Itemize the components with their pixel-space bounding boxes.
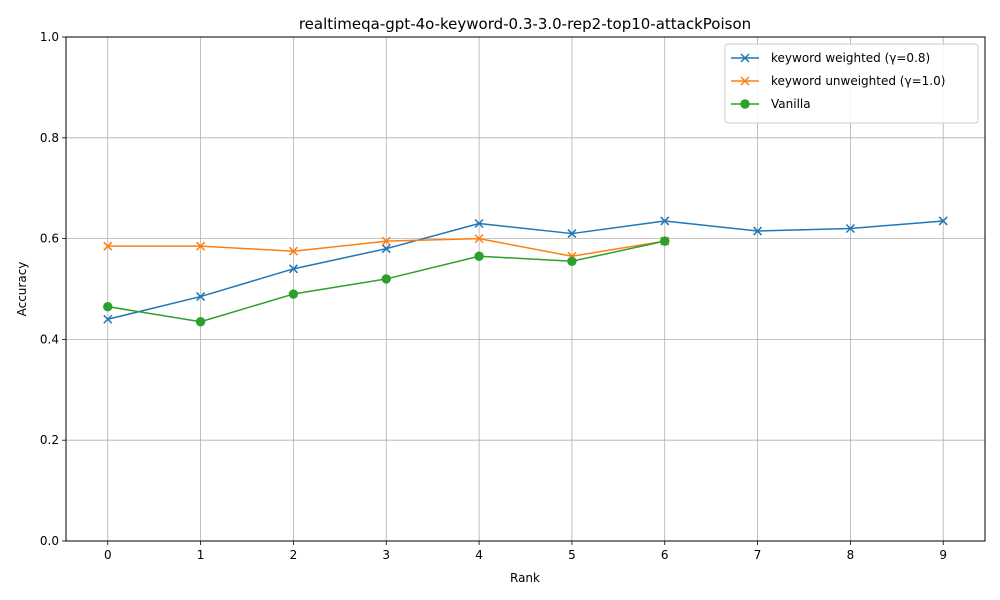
chart-title: realtimeqa-gpt-4o-keyword-0.3-3.0-rep2-t… (299, 15, 751, 33)
legend-label: keyword weighted (γ=0.8) (771, 51, 930, 65)
y-axis-label: Accuracy (15, 262, 29, 317)
legend-label: keyword unweighted (γ=1.0) (771, 74, 945, 88)
data-point (567, 256, 577, 266)
data-point (753, 226, 763, 236)
x-tick-label: 8 (847, 548, 855, 562)
plot-frame (65, 36, 986, 542)
y-tick-label: 0.8 (40, 131, 59, 145)
data-point (103, 241, 113, 251)
legend-item: keyword unweighted (γ=1.0) (731, 74, 945, 88)
data-point (474, 218, 484, 229)
x-tick-label: 9 (939, 548, 947, 562)
x-tick-label: 1 (197, 548, 205, 562)
series-line (107, 220, 944, 320)
y-tick-label: 0.2 (40, 433, 59, 447)
data-point (381, 274, 391, 284)
series-2 (103, 236, 670, 327)
legend-item: keyword weighted (γ=0.8) (731, 51, 930, 65)
x-tick-label: 2 (290, 548, 298, 562)
y-tick-label: 1.0 (40, 30, 59, 44)
data-point (381, 244, 391, 254)
data-point (381, 236, 391, 246)
data-point (938, 216, 948, 226)
data-point (288, 264, 298, 274)
data-point (474, 234, 484, 244)
data-point (195, 317, 206, 327)
legend: keyword weighted (γ=0.8) keyword unweight… (724, 43, 979, 124)
series-0 (103, 216, 948, 324)
data-point (474, 251, 484, 261)
legend-item: Vanilla (731, 97, 811, 111)
legend-marker (740, 76, 750, 86)
x-tick-label: 3 (382, 548, 390, 562)
y-tick-label: 0.6 (40, 232, 59, 246)
data-point (660, 216, 670, 226)
x-tick-label: 0 (104, 548, 112, 562)
x-tick-label: 5 (568, 548, 576, 562)
data-point (567, 229, 577, 239)
legend-label: Vanilla (771, 97, 811, 111)
x-axis-label: Rank (510, 571, 540, 585)
data-point (288, 246, 298, 256)
data-point (196, 292, 206, 302)
data-point (103, 314, 113, 324)
data-point (845, 223, 855, 234)
data-point (103, 301, 113, 312)
x-tick-label: 7 (754, 548, 762, 562)
y-tick-label: 0.4 (40, 332, 59, 346)
x-tick-label: 4 (475, 548, 483, 562)
y-tick-label: 0.0 (40, 534, 59, 548)
data-point (288, 289, 299, 299)
data-point (196, 241, 206, 251)
legend-marker (740, 99, 750, 109)
series-layer (103, 216, 948, 327)
series-1 (103, 234, 670, 261)
legend-box (724, 43, 979, 124)
legend-marker (740, 53, 750, 63)
x-tick-label: 6 (661, 548, 669, 562)
axis-ticks: 0 1 2 3 4 5 6 7 8 9 0.0 0.2 0.4 0.6 0.8 1.0 (40, 30, 947, 562)
data-point (660, 236, 670, 246)
